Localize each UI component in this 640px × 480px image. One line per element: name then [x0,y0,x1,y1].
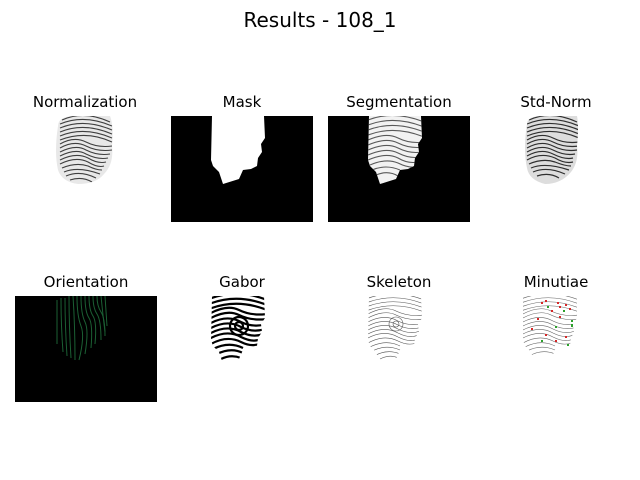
mask-region [211,116,265,184]
minutiae-image [485,296,627,402]
minutiae-bifurcations [541,306,573,346]
minutiae-endings [531,300,571,342]
panel-title-orientation: Orientation [43,273,129,291]
gabor-image [171,296,313,402]
panel-title-std-norm: Std-Norm [520,93,592,111]
std-norm-fingerprint [525,116,578,184]
normalization-image [14,116,156,222]
segmentation-image [328,116,470,222]
minutiae-skeleton [523,296,577,356]
mask-image [171,116,313,222]
panel-title-gabor: Gabor [219,273,265,291]
panel-title-segmentation: Segmentation [346,93,452,111]
std-norm-image [485,116,627,222]
panel-title-mask: Mask [222,93,262,111]
orientation-field [56,296,108,361]
orientation-image [15,296,157,402]
skeleton-image [328,296,470,402]
panel-title-skeleton: Skeleton [366,273,432,291]
figure-title: Results - 108_1 [243,8,397,32]
panel-title-minutiae: Minutiae [523,273,589,291]
skeleton-ridges [368,296,422,360]
fingerprint-ridges [56,116,113,184]
panel-title-normalization: Normalization [32,93,138,111]
